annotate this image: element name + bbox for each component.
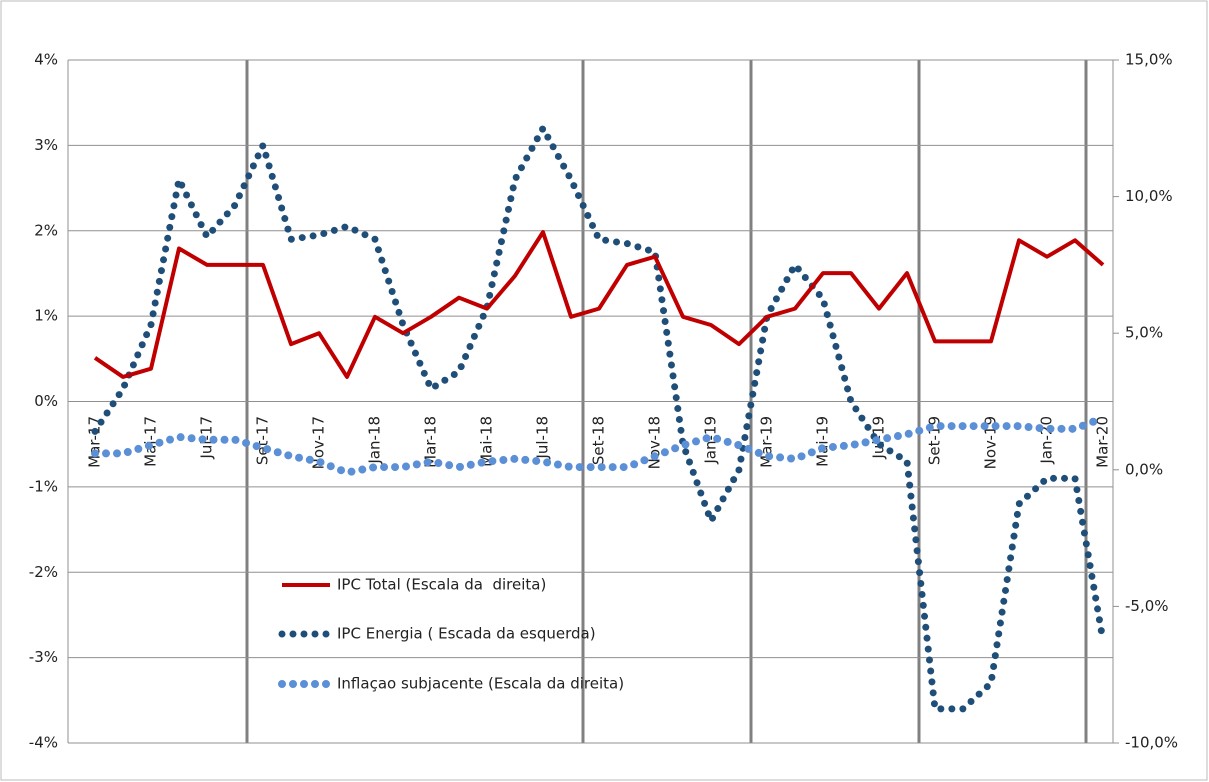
x-tick-label: Mai-17 bbox=[142, 416, 160, 467]
y-tick-label: 3% bbox=[34, 136, 58, 154]
x-tick-label: Nov-18 bbox=[646, 416, 664, 469]
y-tick-label: 1% bbox=[34, 307, 58, 325]
y2-tick-label: 0,0% bbox=[1125, 460, 1163, 478]
legend-label: Inflaçao subjacente (Escala da direita) bbox=[337, 675, 624, 693]
y-tick-label: 0% bbox=[34, 392, 58, 410]
x-tick-label: Jan-20 bbox=[1038, 416, 1056, 465]
series-line bbox=[91, 121, 1107, 713]
y-tick-label: -4% bbox=[29, 734, 58, 752]
x-tick-label: Mai-19 bbox=[814, 416, 832, 467]
y2-tick-label: -10,0% bbox=[1125, 734, 1178, 752]
x-tick-label: Mar-19 bbox=[758, 416, 776, 468]
y2-tick-label: 10,0% bbox=[1125, 187, 1173, 205]
y-tick-label: -2% bbox=[29, 563, 58, 581]
y2-tick-label: 15,0% bbox=[1125, 51, 1173, 69]
x-tick-label: Mar-17 bbox=[86, 416, 104, 468]
x-tick-label: Jan-19 bbox=[702, 416, 720, 465]
x-tick-label: Set-18 bbox=[590, 416, 608, 465]
legend-label: IPC Total (Escala da direita) bbox=[337, 576, 546, 594]
x-tick-label: Jan-18 bbox=[366, 416, 384, 465]
x-tick-label: Jul-18 bbox=[534, 416, 552, 460]
series-line bbox=[91, 413, 1107, 477]
series-line bbox=[93, 230, 1105, 379]
grid bbox=[68, 59, 1113, 744]
x-tick-label: Set-17 bbox=[254, 416, 272, 465]
x-tick-label: Mai-18 bbox=[478, 416, 496, 467]
y-tick-label: 4% bbox=[34, 51, 58, 69]
x-tick-label: Mar-18 bbox=[422, 416, 440, 468]
x-tick-label: Mar-20 bbox=[1094, 416, 1112, 468]
x-tick-label: Nov-17 bbox=[310, 416, 328, 469]
legend-label: IPC Energia ( Escada da esquerda) bbox=[337, 625, 596, 643]
y2-tick-label: -5,0% bbox=[1125, 597, 1169, 615]
y-tick-label: -1% bbox=[29, 477, 58, 495]
y-tick-label: 2% bbox=[34, 221, 58, 239]
y2-tick-label: 5,0% bbox=[1125, 324, 1163, 342]
x-tick-label: Jul-17 bbox=[198, 416, 216, 460]
y-tick-label: -3% bbox=[29, 648, 58, 666]
